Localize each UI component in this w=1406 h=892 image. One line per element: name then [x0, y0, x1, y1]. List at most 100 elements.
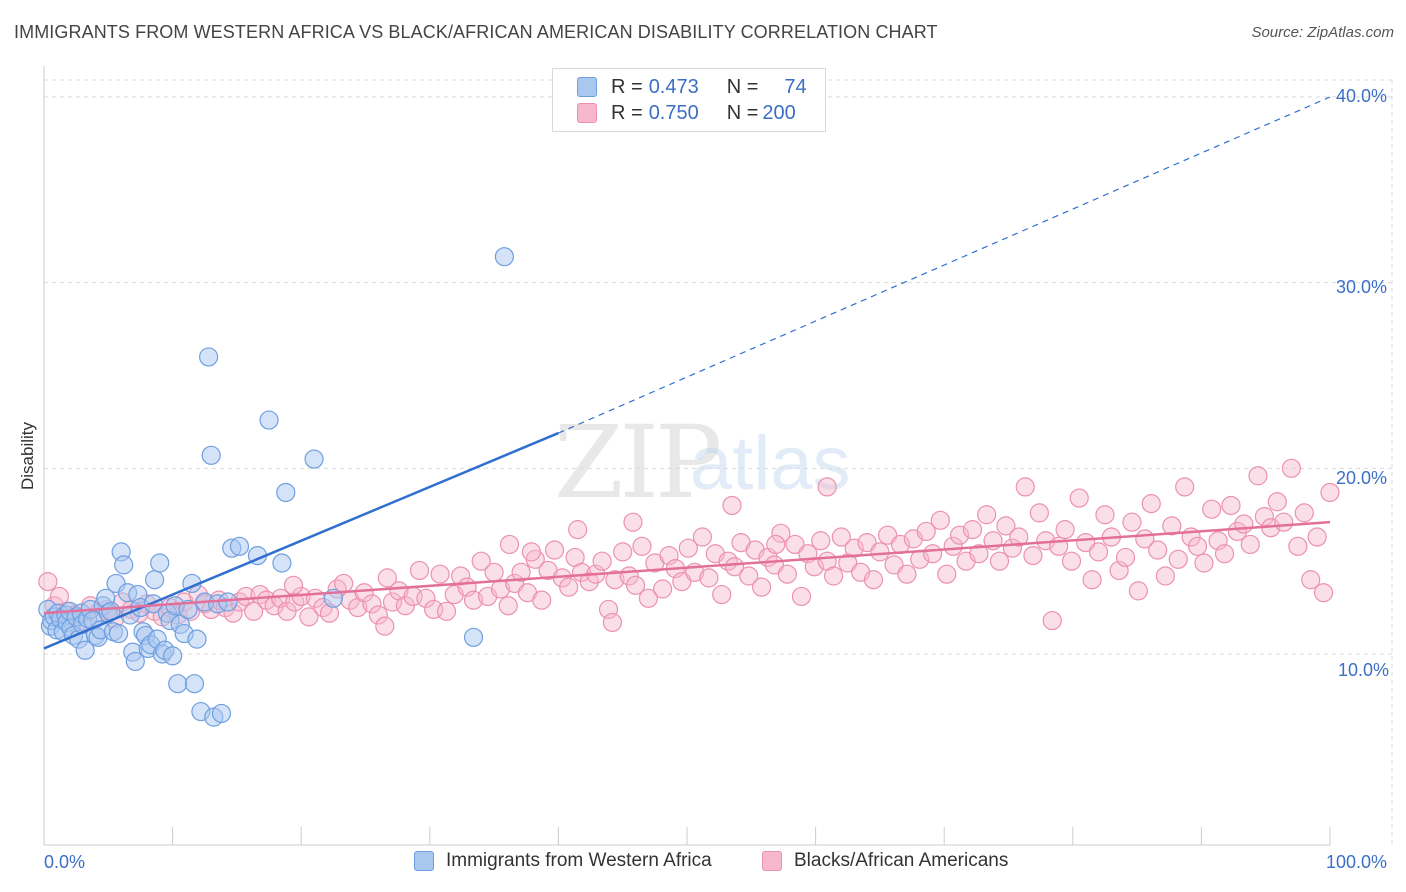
point-western-africa	[229, 536, 250, 556]
point-black-african-american	[1115, 547, 1136, 568]
legend-r-label: R =	[611, 75, 643, 98]
point-black-african-american	[870, 542, 890, 562]
point-black-african-american	[632, 536, 652, 556]
point-black-african-american	[916, 521, 936, 542]
point-black-african-american	[1023, 545, 1043, 566]
trendline-western-africa	[43, 431, 559, 650]
chart-title: IMMIGRANTS FROM WESTERN AFRICA VS BLACK/…	[14, 22, 938, 42]
point-western-africa	[150, 553, 170, 573]
point-black-african-american	[623, 512, 643, 532]
point-black-african-american	[1088, 542, 1109, 562]
point-black-african-american	[1202, 499, 1222, 519]
legend-swatch-blue	[577, 77, 597, 97]
point-western-africa	[218, 592, 238, 612]
legend-row-black-african-american: R = 0.750 N = 200	[577, 100, 796, 126]
point-western-africa	[108, 623, 129, 644]
legend-swatch-blue	[414, 851, 434, 871]
point-black-african-american	[1155, 566, 1175, 586]
point-black-african-american	[897, 564, 917, 584]
legend-r-value: 0.473	[648, 75, 699, 98]
point-western-africa	[199, 347, 219, 367]
point-black-african-american	[824, 566, 844, 586]
point-black-african-american	[436, 601, 457, 621]
point-black-african-american	[1042, 610, 1062, 631]
point-black-african-american	[375, 616, 395, 636]
point-western-africa	[272, 553, 292, 573]
point-black-african-american	[791, 586, 812, 607]
legend-n-value: 74	[784, 75, 807, 98]
point-black-african-american	[602, 612, 623, 633]
point-black-african-american	[579, 571, 599, 592]
point-black-african-american	[1301, 570, 1321, 590]
point-western-africa	[184, 674, 205, 694]
point-black-african-american	[1288, 536, 1308, 556]
point-black-african-american	[38, 571, 58, 592]
point-black-african-american	[532, 590, 552, 610]
y-tick-label: 20.0%	[1336, 468, 1388, 488]
point-black-african-american	[811, 531, 831, 551]
point-black-african-american	[1267, 492, 1287, 512]
point-western-africa	[259, 410, 279, 430]
point-black-african-american	[451, 566, 471, 586]
point-black-african-american	[1141, 494, 1161, 514]
point-black-african-american	[625, 575, 646, 595]
legend-n-value: 200	[762, 101, 796, 124]
point-black-african-american	[777, 564, 797, 584]
point-black-african-american	[977, 505, 997, 525]
point-black-african-american	[884, 555, 904, 575]
point-black-african-american	[299, 607, 319, 627]
point-black-african-american	[722, 495, 742, 516]
watermark-zip: ZIP	[554, 404, 722, 521]
legend-item-black-african-american[interactable]: Blacks/African Americans	[762, 850, 1008, 872]
point-black-african-american	[1168, 549, 1188, 569]
point-western-africa	[144, 570, 165, 590]
point-black-african-american	[1029, 503, 1049, 523]
point-black-african-american	[943, 536, 963, 556]
legend-item-western-africa[interactable]: Immigrants from Western Africa	[414, 850, 712, 872]
point-black-african-american	[463, 590, 484, 610]
point-black-african-american	[430, 564, 450, 584]
point-black-african-american	[1148, 540, 1168, 560]
point-black-african-american	[613, 542, 633, 562]
watermark-atlas: atlas	[690, 421, 851, 506]
point-black-african-american	[1248, 466, 1268, 486]
point-black-african-american	[863, 570, 884, 590]
point-black-african-american	[1128, 581, 1148, 601]
point-black-african-american	[923, 544, 943, 564]
point-black-african-american	[498, 596, 518, 616]
point-black-african-american	[409, 560, 430, 581]
point-western-africa	[201, 445, 221, 465]
point-black-african-american	[559, 577, 579, 597]
point-black-african-american	[568, 520, 588, 540]
legend-label: Blacks/African Americans	[794, 850, 1009, 871]
correlation-legend: R = 0.473 N = 74 R = 0.750 N = 200	[552, 68, 826, 132]
point-black-african-american	[831, 527, 851, 547]
point-western-africa	[125, 651, 145, 672]
point-black-african-american	[1175, 477, 1195, 497]
point-black-african-american	[930, 510, 950, 530]
point-black-african-american	[751, 577, 772, 597]
point-black-african-american	[244, 601, 264, 621]
point-black-african-american	[1015, 477, 1035, 497]
legend-n-label: N =	[726, 101, 759, 124]
point-black-african-american	[382, 592, 403, 612]
point-black-african-american	[1214, 544, 1235, 564]
point-black-african-american	[1227, 521, 1248, 542]
point-black-african-american	[1069, 488, 1089, 508]
point-black-african-american	[785, 534, 805, 555]
legend-row-western-africa: R = 0.473 N = 74	[577, 74, 807, 100]
point-black-african-american	[962, 520, 983, 540]
point-black-african-american	[1162, 516, 1182, 536]
x-tick-label-min: 0.0%	[44, 852, 86, 872]
point-black-african-american	[1307, 527, 1327, 547]
point-black-african-american	[499, 534, 520, 555]
point-black-african-american	[878, 525, 898, 545]
point-western-africa	[178, 599, 198, 620]
point-black-african-american	[354, 583, 374, 603]
point-black-african-american	[699, 568, 719, 588]
point-black-african-american	[236, 586, 256, 607]
point-black-african-american	[817, 477, 837, 497]
point-black-african-american	[1221, 495, 1241, 516]
point-black-african-american	[1194, 553, 1214, 573]
